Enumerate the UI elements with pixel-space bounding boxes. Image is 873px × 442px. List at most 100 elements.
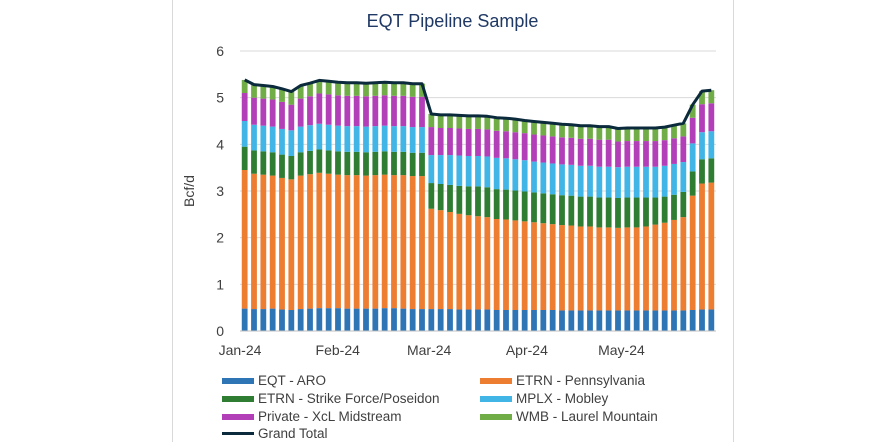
bar-segment xyxy=(363,175,369,309)
legend-label: Private - XcL Midstream xyxy=(258,409,402,424)
bar-segment xyxy=(559,195,565,226)
bar-segment xyxy=(549,136,556,164)
bar-segment xyxy=(297,126,304,153)
bar-segment xyxy=(484,217,491,310)
bar-segment xyxy=(428,309,435,331)
bar-segment xyxy=(643,128,649,142)
bar-segment xyxy=(251,124,257,151)
bar-segment xyxy=(447,184,453,212)
bar-segment xyxy=(288,310,295,331)
bar-segment xyxy=(708,182,715,310)
x-tick-label: May-24 xyxy=(598,342,645,358)
bar-segment xyxy=(633,310,640,331)
bar-segment xyxy=(381,95,388,126)
bar-segment xyxy=(503,189,509,220)
legend-item-etrn-strike-force: ETRN - Strike Force/Poseidon xyxy=(222,391,440,406)
bar-segment xyxy=(559,310,565,331)
bar-segment xyxy=(587,125,593,139)
bar-segment xyxy=(680,123,687,137)
bar-segment xyxy=(372,151,379,176)
bar-segment xyxy=(409,309,416,331)
bar-segment xyxy=(596,166,603,198)
bar-segment xyxy=(699,309,705,331)
bar-segment xyxy=(624,128,631,142)
bar-segment xyxy=(456,213,463,310)
bar-segment xyxy=(512,159,519,191)
bar-segment xyxy=(661,165,668,197)
bar-segment xyxy=(540,135,547,163)
bar-segment xyxy=(661,127,668,141)
bar-segment xyxy=(475,186,481,217)
bar-segment xyxy=(643,197,649,227)
bar-segment xyxy=(419,309,425,331)
bar-segment xyxy=(633,166,640,198)
bar-segment xyxy=(493,189,500,219)
bar-segment xyxy=(288,156,295,180)
bar-segment xyxy=(549,163,556,195)
bar-segment xyxy=(633,197,640,228)
bar-segment xyxy=(279,88,285,102)
bar-segment xyxy=(400,82,407,96)
bar-segment xyxy=(661,310,668,331)
bar-segment xyxy=(652,166,659,198)
bar-segment xyxy=(671,138,677,164)
bar-segment xyxy=(643,226,649,311)
bar-segment xyxy=(577,310,584,331)
bar-segment xyxy=(568,310,575,331)
bar-segment xyxy=(689,104,696,118)
bar-segment xyxy=(680,310,687,331)
bar-segment xyxy=(269,99,276,127)
chart-legend: EQT - ARO ETRN - Pennsylvania ETRN - Str… xyxy=(222,373,722,441)
bar-segment xyxy=(437,309,444,331)
bar-segment xyxy=(605,197,612,228)
bar-segment xyxy=(391,82,397,96)
bar-segment xyxy=(652,310,659,331)
bar-segment xyxy=(288,130,295,156)
bar-segment xyxy=(456,309,463,331)
bar-segment xyxy=(577,165,584,197)
bar-segment xyxy=(652,141,659,167)
bar-segment xyxy=(363,152,369,176)
bar-segment xyxy=(279,101,285,129)
bar-segment xyxy=(587,165,593,197)
bar-segment xyxy=(391,126,397,152)
legend-label: EQT - ARO xyxy=(258,373,327,388)
x-tick-label: Apr-24 xyxy=(506,342,548,358)
bar-segment xyxy=(624,141,631,167)
legend-item-grand-total: Grand Total xyxy=(222,426,328,441)
bar-segment xyxy=(335,174,341,309)
bar-segment xyxy=(391,151,397,176)
bar-segment xyxy=(531,310,537,331)
bar-segment xyxy=(680,162,687,192)
bar-segment xyxy=(325,81,332,95)
bar-segment xyxy=(493,130,500,158)
bar-segment xyxy=(307,125,313,151)
legend-label: WMB - Laurel Mountain xyxy=(516,409,658,424)
bar-segment xyxy=(475,115,481,129)
bar-segment xyxy=(615,141,621,168)
bar-segment xyxy=(633,128,640,142)
x-tick-label: Jan-24 xyxy=(219,342,262,358)
legend-swatch xyxy=(480,413,512,420)
bar-segment xyxy=(680,136,687,163)
bar-segment xyxy=(577,196,584,227)
bar-segment xyxy=(279,309,285,331)
bar-segment xyxy=(540,122,547,136)
legend-label: ETRN - Pennsylvania xyxy=(516,373,646,388)
bar-segment xyxy=(671,125,677,139)
bar-segment xyxy=(260,98,267,126)
bar-segment xyxy=(241,121,248,147)
bar-segment xyxy=(596,310,603,331)
bar-segment xyxy=(521,191,528,222)
bar-segment xyxy=(260,151,267,175)
bar-segment xyxy=(307,174,313,309)
bar-segment xyxy=(269,126,276,153)
bar-segment xyxy=(288,179,295,310)
bar-segment xyxy=(419,152,425,177)
bar-segment xyxy=(689,171,696,196)
bar-segment xyxy=(307,96,313,126)
bar-segment xyxy=(325,173,332,309)
bar-segment xyxy=(409,83,416,97)
bar-segment xyxy=(372,95,379,127)
bar-segment xyxy=(307,83,313,97)
